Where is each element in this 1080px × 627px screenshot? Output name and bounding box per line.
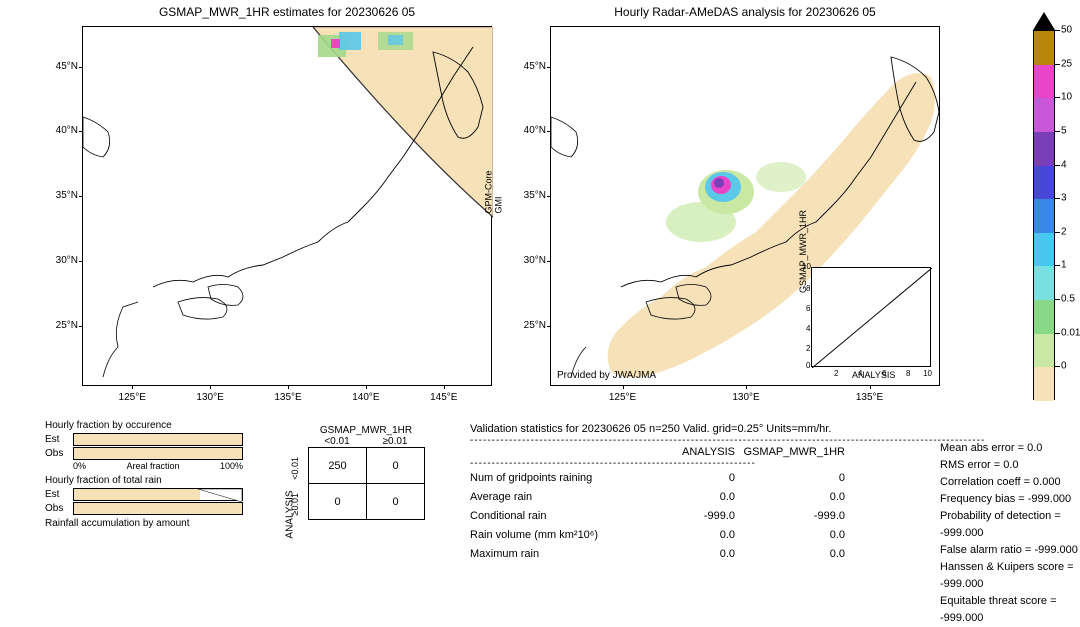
stat-metric: Equitable threat score = -999.000 xyxy=(940,593,1080,627)
ytick: 35°N xyxy=(516,190,546,201)
cb-tick: 0 xyxy=(1061,361,1067,372)
right-map-title: Hourly Radar-AMeDAS analysis for 2023062… xyxy=(550,5,940,19)
matrix-cell-01: 0 xyxy=(367,448,425,484)
stat-label: Average rain xyxy=(470,488,650,507)
scatter-plot: ANALYSIS GSMAP_MWR_1HR 10 0 10 2 4 6 8 2… xyxy=(811,267,931,367)
cb-tick: 50 xyxy=(1061,25,1072,36)
stats-right: Mean abs error = 0.0RMS error = 0.0Corre… xyxy=(940,440,1080,627)
xtick: 135°E xyxy=(274,392,301,403)
stat-metric: RMS error = 0.0 xyxy=(940,457,1080,474)
cb-tick: 4 xyxy=(1061,159,1067,170)
xtick: 140°E xyxy=(352,392,379,403)
cb-tick: 2 xyxy=(1061,226,1067,237)
stat-metric: Hanssen & Kuipers score = -999.000 xyxy=(940,559,1080,593)
totalrain-title: Hourly fraction of total rain xyxy=(45,475,243,486)
stat-v2: 0.0 xyxy=(735,488,845,507)
ytick: 25°N xyxy=(48,320,78,331)
cb-tick: 5 xyxy=(1061,125,1067,136)
stat-label: Num of gridpoints raining xyxy=(470,469,650,488)
scatter-ylabel: GSMAP_MWR_1HR xyxy=(798,210,808,293)
stat-metric: False alarm ratio = -999.000 xyxy=(940,542,1080,559)
matrix-col2: ≥0.01 xyxy=(366,436,424,447)
stat-v2: 0 xyxy=(735,469,845,488)
scale-mid: Areal fraction xyxy=(126,461,179,471)
xtick: 135°E xyxy=(856,392,883,403)
stat-v1: 0.0 xyxy=(650,545,735,564)
ytick: 40°N xyxy=(48,125,78,136)
cb-tick: 0.5 xyxy=(1061,294,1075,305)
xtick: 130°E xyxy=(196,392,223,403)
bar-charts: Hourly fraction by occurence Est Obs 0% A… xyxy=(45,420,243,531)
stat-v1: 0.0 xyxy=(650,526,735,545)
stats-hdr2: GSMAP_MWR_1HR xyxy=(735,446,845,458)
cb-tick: 25 xyxy=(1061,58,1072,69)
obs-label-2: Obs xyxy=(45,503,73,514)
ytick: 45°N xyxy=(48,61,78,72)
obs-label: Obs xyxy=(45,448,73,459)
left-map-title: GSMAP_MWR_1HR estimates for 20230626 05 xyxy=(82,5,492,19)
matrix-cell-11: 0 xyxy=(367,484,425,520)
attribution: Provided by JWA/JMA xyxy=(557,370,656,381)
matrix-title: GSMAP_MWR_1HR xyxy=(308,425,424,436)
stat-v1: 0 xyxy=(650,469,735,488)
ytick: 35°N xyxy=(48,190,78,201)
stats-divider2: ----------------------------------------… xyxy=(470,458,850,469)
est-label: Est xyxy=(45,434,73,445)
xtick: 145°E xyxy=(430,392,457,403)
stat-metric: Correlation coeff = 0.000 xyxy=(940,474,1080,491)
xtick: 125°E xyxy=(609,392,636,403)
stat-v1: 0.0 xyxy=(650,488,735,507)
cb-tick: 3 xyxy=(1061,193,1067,204)
stat-v2: 0.0 xyxy=(735,526,845,545)
xtick: 125°E xyxy=(119,392,146,403)
stats-divider: ----------------------------------------… xyxy=(470,435,985,446)
matrix-cell-00: 250 xyxy=(309,448,367,484)
occurrence-title: Hourly fraction by occurence xyxy=(45,420,243,431)
matrix-row2-lbl: ≥0.01 xyxy=(290,493,300,515)
stat-metric: Frequency bias = -999.000 xyxy=(940,491,1080,508)
stat-label: Conditional rain xyxy=(470,507,650,526)
left-map-panel: GPM-CoreGMI 45°N40°N35°N30°N25°N125°E130… xyxy=(82,26,492,386)
stats-hdr1: ANALYSIS xyxy=(650,446,735,458)
xtick: 130°E xyxy=(732,392,759,403)
cb-tick: 10 xyxy=(1061,92,1072,103)
stat-v2: -999.0 xyxy=(735,507,845,526)
stat-v1: -999.0 xyxy=(650,507,735,526)
matrix-col1: <0.01 xyxy=(308,436,366,447)
stats-title: Validation statistics for 20230626 05 n=… xyxy=(470,423,985,435)
left-map-svg xyxy=(83,27,493,387)
contingency-matrix: GSMAP_MWR_1HR <0.01 ≥0.01 ANALYSIS <0.01… xyxy=(290,425,425,520)
ytick: 45°N xyxy=(516,61,546,72)
ytick: 40°N xyxy=(516,125,546,136)
cb-tick: 0.01 xyxy=(1061,327,1080,338)
stats-table: Validation statistics for 20230626 05 n=… xyxy=(470,423,985,564)
matrix-cell-10: 0 xyxy=(309,484,367,520)
stat-label: Maximum rain xyxy=(470,545,650,564)
colorbar: 502510543210.50.010 xyxy=(1033,30,1055,400)
scale-100: 100% xyxy=(220,461,243,471)
accum-title: Rainfall accumulation by amount xyxy=(45,518,243,529)
cb-tick: 1 xyxy=(1061,260,1067,271)
map-side-label: GPM-CoreGMI xyxy=(483,170,503,213)
right-map-panel: Provided by JWA/JMA ANALYSIS GSMAP_MWR_1… xyxy=(550,26,940,386)
stat-v2: 0.0 xyxy=(735,545,845,564)
ytick: 25°N xyxy=(516,320,546,331)
stat-metric: Probability of detection = -999.000 xyxy=(940,508,1080,542)
stat-label: Rain volume (mm km²10⁶) xyxy=(470,526,650,545)
stat-metric: Mean abs error = 0.0 xyxy=(940,440,1080,457)
matrix-row1-lbl: <0.01 xyxy=(290,457,300,480)
ytick: 30°N xyxy=(516,255,546,266)
ytick: 30°N xyxy=(48,255,78,266)
est-label-2: Est xyxy=(45,489,73,500)
scale-0: 0% xyxy=(73,461,86,471)
